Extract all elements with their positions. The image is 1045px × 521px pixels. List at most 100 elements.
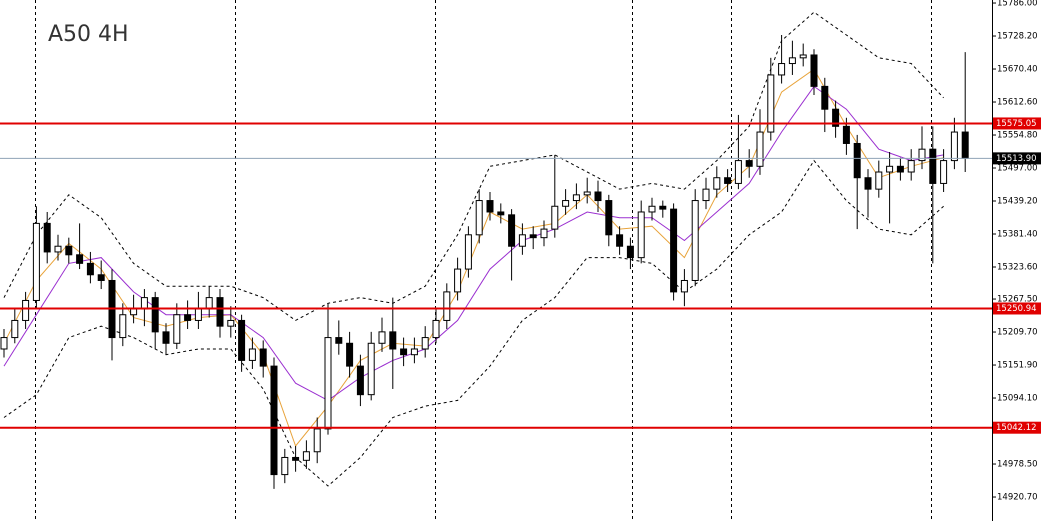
candle-body <box>292 456 300 461</box>
candle-body <box>335 337 343 344</box>
candle-body <box>670 208 678 293</box>
candle-body <box>724 177 732 184</box>
candle-body <box>961 131 969 159</box>
candle-body <box>227 319 235 327</box>
candle-body <box>551 205 559 230</box>
candle-body <box>151 297 159 333</box>
candle-body <box>832 108 840 127</box>
y-tick-label: 15323.60 <box>997 263 1038 273</box>
y-tick-label: 15151.90 <box>997 361 1038 371</box>
candle-body <box>508 214 516 247</box>
y-tick-label: 15497.00 <box>997 164 1038 174</box>
candle-body <box>626 245 634 259</box>
candle-body <box>346 342 354 367</box>
candle-body <box>302 451 310 461</box>
candle-body <box>184 314 192 321</box>
candle-body <box>918 148 926 162</box>
candle-body <box>572 194 580 202</box>
candle-body <box>248 348 256 361</box>
candle-body <box>432 319 440 339</box>
indicator-line <box>3 68 944 448</box>
candle-body <box>454 268 462 293</box>
candle-body <box>281 456 289 476</box>
last-price-label: 15513.90 <box>996 154 1037 164</box>
candle-body <box>605 200 613 236</box>
candle-body <box>140 297 148 310</box>
candle-body <box>929 148 937 184</box>
candle-body <box>367 342 375 396</box>
y-tick-label: 15554.80 <box>997 131 1038 141</box>
candle-body <box>97 274 105 281</box>
candle-body <box>162 331 170 344</box>
candle-body <box>43 222 51 253</box>
candle-body <box>475 200 483 236</box>
y-tick-label: 15381.40 <box>997 230 1038 240</box>
candle-body <box>65 245 73 256</box>
candle-body <box>529 234 537 239</box>
candle-body <box>54 245 62 253</box>
candle-body <box>497 211 505 216</box>
candle-body <box>173 314 181 344</box>
price-level-label: 15250.94 <box>996 304 1037 314</box>
candle-body <box>842 125 850 144</box>
candle-body <box>940 160 948 184</box>
candle-body <box>875 171 883 190</box>
candle-body <box>583 191 591 196</box>
candle-body <box>389 331 397 350</box>
y-tick-label: 14920.70 <box>997 493 1038 503</box>
candle-body <box>562 200 570 207</box>
candle-body <box>421 337 429 350</box>
candle-body <box>518 234 526 247</box>
candle-body <box>400 348 408 356</box>
candle-body <box>216 297 224 327</box>
y-tick-label: 15267.50 <box>997 295 1038 305</box>
candle-body <box>637 211 645 259</box>
candle-body <box>907 160 915 173</box>
candle-body <box>443 291 451 321</box>
candle-body <box>130 308 138 316</box>
price-level-label: 15042.12 <box>996 423 1037 433</box>
candle-body <box>238 319 246 361</box>
candle-body <box>486 200 494 213</box>
candle-body <box>594 191 602 202</box>
candle-body <box>32 222 40 301</box>
candle-body <box>853 142 861 179</box>
candle-body <box>119 314 127 339</box>
candle-body <box>702 188 710 202</box>
y-tick-label: 14978.50 <box>997 460 1038 470</box>
candle-body <box>11 319 19 339</box>
time-grid <box>35 0 932 521</box>
chart-title: A50 4H <box>48 22 129 47</box>
candle-body <box>659 205 667 210</box>
candle-body <box>767 74 775 133</box>
candle-body <box>810 54 818 87</box>
y-tick-label: 15439.20 <box>997 197 1038 207</box>
candle-body <box>713 177 721 190</box>
candle-body <box>378 331 386 344</box>
y-tick-label: 15670.40 <box>997 65 1038 75</box>
candle-body <box>0 337 8 350</box>
candle-body <box>778 63 786 76</box>
candle-body <box>799 54 807 59</box>
y-tick-label: 15094.10 <box>997 394 1038 404</box>
candle-body <box>356 365 364 396</box>
candle-body <box>745 160 753 167</box>
candle-body <box>680 279 688 293</box>
candle-body <box>540 228 548 239</box>
last-price-tag <box>993 152 1041 165</box>
price-level-tag <box>993 302 1041 315</box>
candle-body <box>648 205 656 213</box>
candle-body <box>270 365 278 476</box>
indicator-line <box>3 85 944 401</box>
candle-body <box>194 308 202 321</box>
candle-body <box>886 165 894 173</box>
y-tick-label: 15728.20 <box>997 32 1038 42</box>
price-level-label: 15575.05 <box>996 119 1037 129</box>
candle-body <box>324 337 332 430</box>
candle-body <box>691 200 699 281</box>
candle-body <box>896 165 904 173</box>
candle-body <box>313 428 321 453</box>
candle-body <box>756 131 764 167</box>
candle-body <box>734 160 742 184</box>
